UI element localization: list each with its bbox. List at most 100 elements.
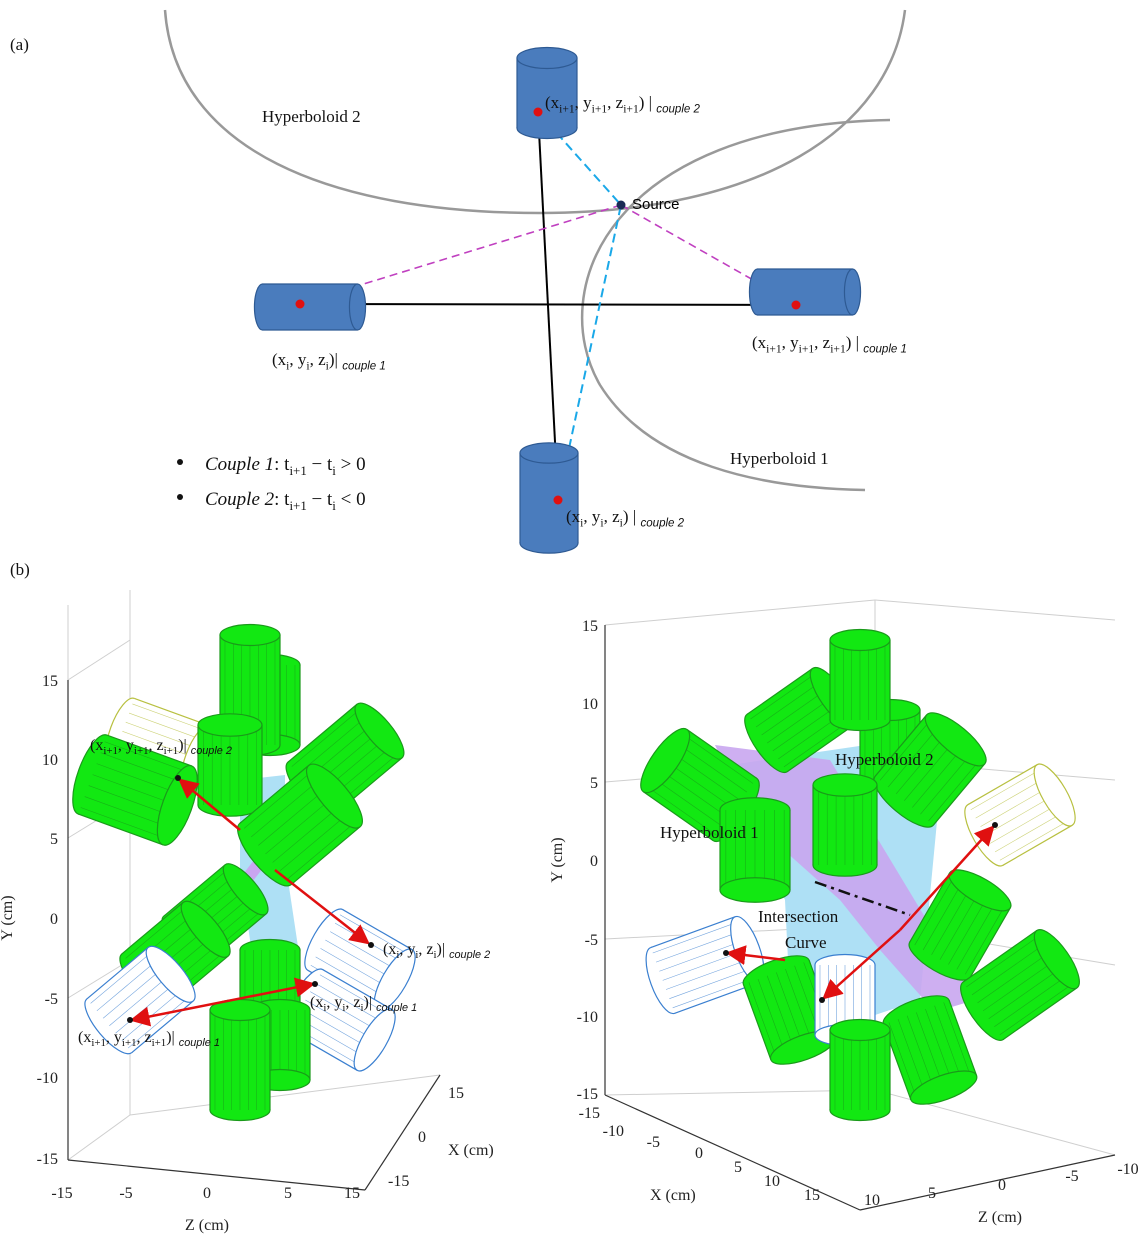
label-part: , z <box>418 941 433 958</box>
label: Hyperboloid 1 <box>730 449 829 468</box>
z-tick-label: 10 <box>864 1192 880 1209</box>
label-part: (x <box>383 941 396 958</box>
x-axis-label: X (cm) <box>650 1187 696 1204</box>
couple-tag: couple 1 <box>342 360 386 372</box>
z-tick-label: 15 <box>344 1185 360 1202</box>
cylinder-body <box>263 284 358 330</box>
cylinder <box>830 1020 890 1121</box>
x-tick-label: 10 <box>764 1173 780 1190</box>
x-tick-label: 0 <box>418 1129 426 1146</box>
label-part: ) | <box>623 507 641 526</box>
couple-tag: couple 1 <box>863 343 907 355</box>
label-part: (x <box>78 1029 91 1046</box>
label-part: , y <box>289 350 307 369</box>
x-tick-label: 0 <box>695 1145 703 1162</box>
label-italic: Couple 1 <box>205 454 274 475</box>
x-tick-label: -10 <box>603 1123 624 1140</box>
label-part: , y <box>106 1029 122 1046</box>
z-axis-label: Z (cm) <box>185 1217 229 1234</box>
label-part: ) | <box>639 93 657 112</box>
x-tick-label: 15 <box>448 1085 464 1102</box>
cylinder-cap <box>520 443 578 463</box>
label-part: , y <box>583 507 601 526</box>
x-tick-label: 5 <box>734 1159 742 1176</box>
cylinder <box>813 774 877 876</box>
subscript: i+1 <box>592 102 608 115</box>
y-tick-label: 0 <box>50 911 58 928</box>
cylinder-body <box>758 269 853 315</box>
x-axis-label: X (cm) <box>448 1142 494 1159</box>
subscript: i+1 <box>122 1037 137 1049</box>
cylinder <box>198 714 262 816</box>
cylinder-cap <box>349 284 365 330</box>
couple-tag: couple 2 <box>449 949 490 961</box>
y-tick-label: -15 <box>577 1086 598 1103</box>
subscript: i+1 <box>623 102 639 115</box>
label: Hyperboloid 1 <box>660 823 759 842</box>
cylinder <box>210 1000 270 1121</box>
z-tick-label: -5 <box>119 1185 132 1202</box>
label-part: , z <box>149 737 164 754</box>
label-part: )| <box>178 737 191 754</box>
label-part: (x <box>545 93 560 112</box>
y-tick-label: 5 <box>590 775 598 792</box>
label-part: , y <box>118 737 134 754</box>
label-part: > 0 <box>336 454 366 475</box>
z-tick-label: 5 <box>284 1185 292 1202</box>
subscript: i+1 <box>559 102 575 115</box>
point-label: (xi, yi, zi) | couple 2 <box>566 507 685 529</box>
cylinder-cap <box>720 878 790 903</box>
label-part: < 0 <box>336 489 366 510</box>
subscript: i+1 <box>134 745 149 757</box>
x-tick-label: -15 <box>388 1173 409 1190</box>
couple-tag: couple 1 <box>376 1002 417 1014</box>
y-tick-label: 15 <box>582 618 598 635</box>
label: Source <box>632 196 680 213</box>
subscript: i+1 <box>830 342 846 355</box>
z-tick-label: -5 <box>1065 1168 1078 1185</box>
cylinder <box>520 443 578 553</box>
subscript: i+1 <box>164 745 179 757</box>
couple-tag: couple 1 <box>179 1037 220 1049</box>
couple-tag: couple 2 <box>640 517 684 529</box>
label-part: : t <box>274 454 290 475</box>
label-part: (x <box>566 507 581 526</box>
label-part: , y <box>399 941 415 958</box>
cylinder-body <box>520 453 578 543</box>
y-tick-label: -10 <box>577 1009 598 1026</box>
label-part: , z <box>345 994 360 1011</box>
label-italic: Couple 2 <box>205 489 275 510</box>
y-tick-label: -5 <box>45 991 58 1008</box>
label-part: , y <box>326 994 342 1011</box>
point-label: (xi, yi, zi)| couple 2 <box>383 941 490 961</box>
label-part: (x <box>272 350 287 369</box>
cylinder-cap <box>220 625 280 646</box>
label: Hyperboloid 2 <box>262 107 361 126</box>
y-tick-label: 10 <box>582 696 598 713</box>
label-part: (x <box>752 333 767 352</box>
y-tick-label: -10 <box>37 1070 58 1087</box>
z-axis-label: Z (cm) <box>978 1209 1022 1226</box>
label-part: , y <box>575 93 593 112</box>
label-part: ) | <box>846 333 864 352</box>
subscript: i+1 <box>103 745 118 757</box>
subscript: i+1 <box>799 342 815 355</box>
label-part: , z <box>137 1029 152 1046</box>
z-tick-label: -15 <box>51 1185 72 1202</box>
label-part: : t <box>274 489 290 510</box>
cylinder-cap <box>830 630 890 651</box>
subscript: i+1 <box>289 498 306 513</box>
condition: Couple 1: ti+1 − ti > 0 <box>205 454 366 478</box>
x-tick-label: -15 <box>579 1105 600 1122</box>
y-tick-label: 5 <box>50 831 58 848</box>
y-tick-label: 10 <box>42 752 58 769</box>
cylinder-cap <box>830 1020 890 1041</box>
label-part: − t <box>307 489 333 510</box>
label-part: , z <box>310 350 327 369</box>
x-tick-label: 15 <box>804 1187 820 1204</box>
label-part: , z <box>607 93 624 112</box>
y-tick-label: -15 <box>37 1151 58 1168</box>
cylinder-cap <box>844 269 860 315</box>
label-part: )| <box>437 941 450 958</box>
cylinder <box>830 630 890 731</box>
